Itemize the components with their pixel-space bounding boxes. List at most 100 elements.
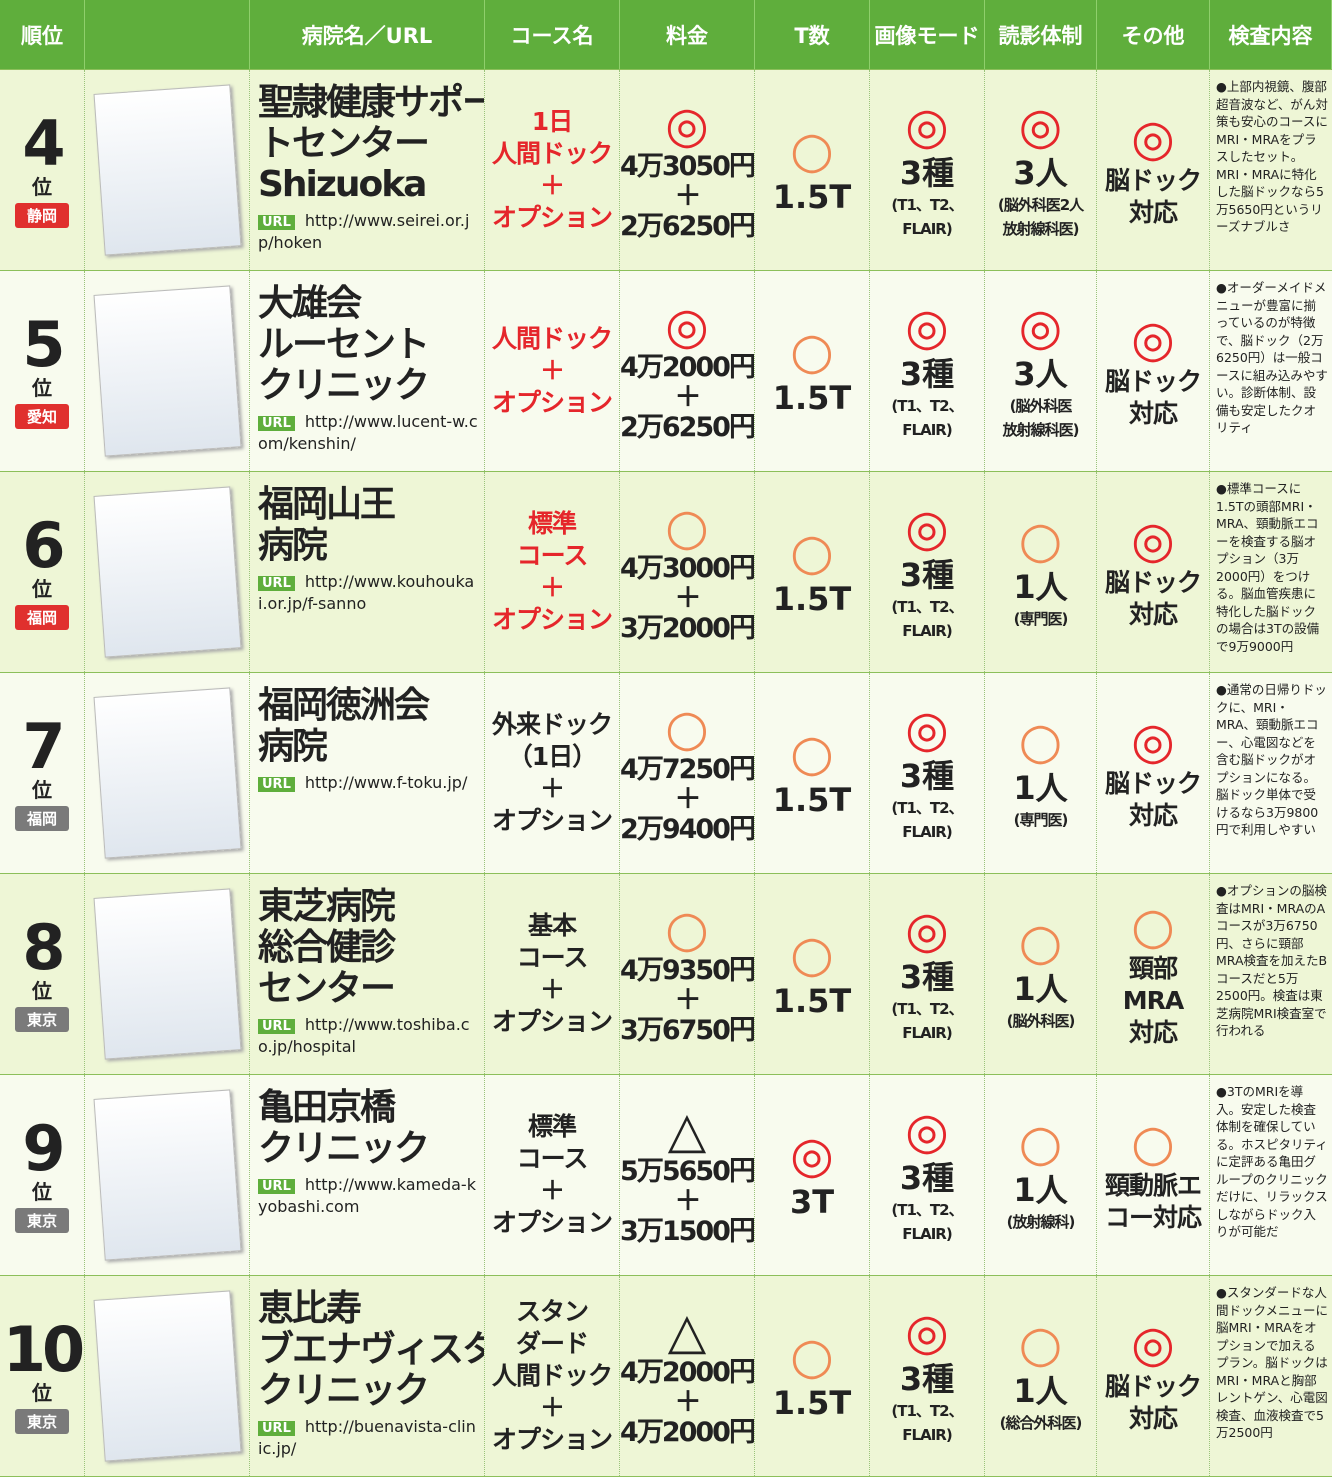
- header-cell: その他: [1097, 0, 1210, 69]
- other-line: 対応: [1128, 1404, 1178, 1433]
- price-line: 4万3000円: [620, 553, 754, 584]
- course-line: 外来ドック: [491, 710, 613, 739]
- price-line: 2万6250円: [620, 412, 754, 443]
- image-mode: 3種: [899, 1159, 955, 1197]
- url: URL http://www.f-toku.jp/: [258, 773, 467, 795]
- url-label: URL: [258, 215, 295, 230]
- course-line: オプション: [491, 605, 613, 634]
- hospital-name: 亀田京橋: [258, 1087, 396, 1128]
- course-line: 人間ドック: [491, 1361, 613, 1390]
- name-cell: 恵比寿 ブエナヴィスタ クリニック URL http://buenavista-clin…: [250, 1276, 485, 1476]
- rating-mark: ○: [1018, 913, 1063, 971]
- reading-cell: ○ 1人 (脳外科医): [985, 874, 1097, 1074]
- t-value: 1.5T: [772, 1384, 852, 1422]
- name-cell: 福岡山王 病院 URL http://www.kouhoukai.or.jp/f-sa…: [250, 472, 485, 672]
- url-label: URL: [258, 1421, 295, 1436]
- image-mode: 3種: [899, 154, 955, 192]
- url: URL http://www.seirei.or.jp/hoken: [258, 211, 480, 253]
- prefecture-badge: 東京: [14, 1408, 69, 1434]
- content-text: ●上部内視鏡、腹部超音波など、がん対策も安心のコースにMRI・MRAをプラスした…: [1216, 79, 1328, 234]
- rating-mark: ○: [790, 523, 834, 581]
- hospital-name: クリニック: [258, 1128, 430, 1169]
- course-cell: 1日 人間ドック ＋ オプション: [485, 70, 620, 270]
- rank: 9: [22, 1111, 65, 1185]
- rating-mark: ◎: [1131, 109, 1175, 167]
- other-line: 脳ドック: [1104, 1372, 1202, 1401]
- prefecture-badge: 東京: [14, 1207, 69, 1233]
- course-line: オプション: [491, 1208, 613, 1237]
- image-mode: FLAIR): [902, 220, 952, 238]
- rating-mark: ◎: [1018, 298, 1063, 356]
- url-label: URL: [258, 777, 295, 792]
- image-mode-cell: ◎ 3種 (T1、T2、 FLAIR): [870, 673, 985, 873]
- hospital-name: センター: [258, 968, 396, 1009]
- table-row: 4 位静岡 聖隷健康サポー トセンター Shizuoka URL http://www.se…: [0, 70, 1332, 271]
- rating-mark: ○: [1018, 1315, 1063, 1373]
- thumbnail: [93, 486, 241, 658]
- url-text: http://www.toshiba.co.jp/hospital: [258, 1015, 470, 1056]
- hospital-name: 病院: [258, 726, 328, 767]
- course-line: コース: [516, 541, 589, 570]
- course-line: ＋: [539, 975, 565, 1004]
- content-text: ●スタンダードな人間ドックメニューに脳MRI・MRAをオプションで加えるプラン。…: [1216, 1285, 1329, 1440]
- name-cell: 大雄会 ルーセント クリニック URL http://www.lucent-w.com/…: [250, 271, 485, 471]
- header-cell: 検査内容: [1210, 0, 1332, 69]
- reading-cell: ○ 1人 (放射線科): [985, 1075, 1097, 1275]
- table-row: 9 位東京 亀田京橋 クリニック URL http://www.kameda-kyobas…: [0, 1075, 1332, 1276]
- image-mode: FLAIR): [902, 421, 952, 439]
- image-mode: 3種: [899, 757, 955, 795]
- price-line: 4万7250円: [620, 754, 754, 785]
- price-line: 5万5650円: [620, 1156, 754, 1187]
- rank-cell: 8 位東京: [0, 874, 85, 1074]
- price-line: ＋: [674, 382, 702, 413]
- reading: (専門医): [1013, 610, 1069, 628]
- reading: 3人: [1013, 355, 1068, 393]
- price-line: ＋: [674, 784, 702, 815]
- url-text: http://www.lucent-w.com/kenshin/: [258, 412, 478, 453]
- content-text: ●オプションの脳検査はMRI・MRAのAコースが3万6750円、さらに頸部MRA…: [1216, 883, 1328, 1038]
- name-cell: 福岡徳洲会 病院 URL http://www.f-toku.jp/: [250, 673, 485, 873]
- course-line: ＋: [539, 1393, 565, 1422]
- course-line: ＋: [539, 171, 565, 200]
- t-value: 3T: [789, 1183, 835, 1221]
- rating-mark: ○: [665, 498, 709, 556]
- rating-mark: ◎: [905, 1102, 949, 1160]
- reading: (脳外科医): [1006, 1012, 1076, 1030]
- other-line: 対応: [1128, 1018, 1178, 1047]
- header-cell: 順位: [0, 0, 85, 69]
- price-cell: ◎ 4万2000円＋ 2万6250円: [620, 271, 755, 471]
- image-mode: (T1、T2、: [891, 799, 963, 817]
- url-text: http://www.seirei.or.jp/hoken: [258, 211, 470, 252]
- rank: 10: [2, 1312, 84, 1386]
- rating-mark: ◎: [905, 700, 949, 758]
- header-cell: 読影体制: [985, 0, 1097, 69]
- rank-unit: 位: [32, 777, 52, 802]
- rank-cell: 5 位愛知: [0, 271, 85, 471]
- reading: (総合外科医): [999, 1414, 1083, 1432]
- t-cell: ○ 1.5T: [755, 1276, 870, 1476]
- course-line: オプション: [491, 806, 613, 835]
- course-line: ＋: [539, 774, 565, 803]
- rating-mark: ○: [790, 322, 834, 380]
- url-text: http://www.f-toku.jp/: [304, 773, 468, 792]
- price-line: ＋: [674, 1186, 702, 1217]
- image-mode: FLAIR): [902, 823, 952, 841]
- course-cell: 標準 コース ＋ オプション: [485, 472, 620, 672]
- course-line: 1日: [531, 107, 573, 136]
- hospital-name: クリニック: [258, 365, 430, 406]
- header-cell: 病院名／URL: [250, 0, 485, 69]
- hospital-name: トセンター: [258, 123, 430, 164]
- other-line: コー対応: [1104, 1203, 1202, 1232]
- thumbnail: [93, 1089, 241, 1261]
- rating-mark: ○: [1018, 1114, 1063, 1172]
- rating-mark: ○: [665, 900, 709, 958]
- image-mode: FLAIR): [902, 1426, 952, 1444]
- other-line: 対応: [1128, 801, 1178, 830]
- course-line: 人間ドック: [491, 139, 613, 168]
- rank-cell: 6 位福岡: [0, 472, 85, 672]
- rating-mark: ◎: [665, 297, 709, 355]
- rank-cell: 7 位福岡: [0, 673, 85, 873]
- price-line: 4万2000円: [620, 352, 754, 383]
- course-line: 人間ドック: [491, 324, 613, 353]
- thumbnail: [93, 84, 241, 256]
